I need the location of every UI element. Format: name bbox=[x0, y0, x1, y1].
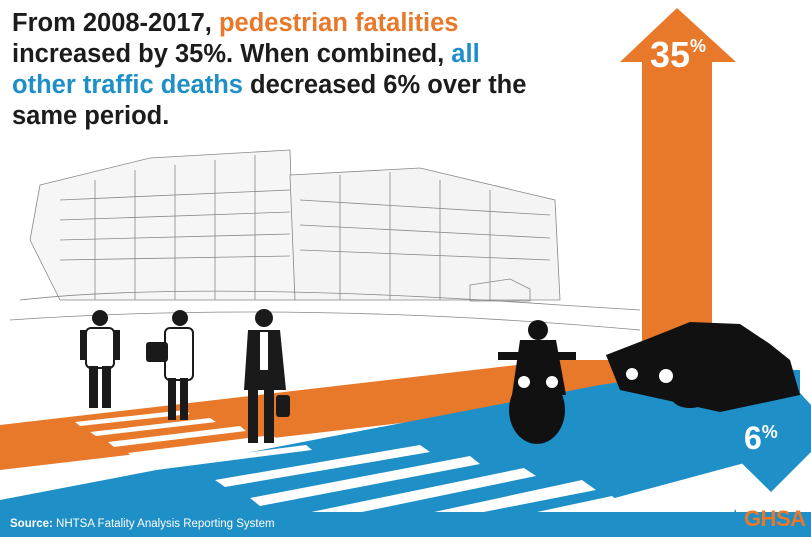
headline-other-traffic-deaths: all other traffic deaths bbox=[12, 40, 480, 99]
source-citation: Source: NHTSA Fatality Analysis Reportin… bbox=[10, 518, 275, 530]
increase-value: 35 bbox=[650, 34, 691, 75]
motorcycle bbox=[498, 320, 576, 444]
logo-text: GHSA bbox=[743, 506, 806, 531]
source-label: Source: bbox=[10, 518, 53, 530]
ghsa-logo: ✶GHSA bbox=[726, 506, 806, 532]
headline-text-3: decreased 6% over the same period. bbox=[12, 71, 527, 130]
source-text: NHTSA Fatality Analysis Reporting System bbox=[52, 518, 275, 530]
pedestrian-3 bbox=[244, 309, 290, 443]
source-strip bbox=[0, 512, 811, 537]
decrease-percent-label: 6% bbox=[744, 420, 778, 457]
decrease-value: 6 bbox=[744, 420, 762, 456]
headline: From 2008-2017, pedestrian fatalities in… bbox=[12, 8, 532, 132]
headline-pedestrian-fatalities: pedestrian fatalities bbox=[218, 9, 459, 37]
star-icon: ✶ bbox=[726, 506, 744, 531]
headline-text-1: From 2008-2017, bbox=[12, 9, 219, 37]
pedestrian-2 bbox=[146, 310, 194, 420]
building-sketch bbox=[9, 149, 641, 331]
increase-unit: % bbox=[690, 36, 707, 56]
headline-text-2: increased by 35%. When combined, bbox=[12, 40, 452, 68]
increase-arrow bbox=[620, 8, 736, 360]
increase-percent-label: 35% bbox=[650, 34, 706, 76]
car bbox=[606, 322, 800, 412]
orange-road bbox=[0, 360, 640, 470]
pedestrian-1 bbox=[80, 310, 120, 408]
decrease-unit: % bbox=[761, 422, 778, 442]
